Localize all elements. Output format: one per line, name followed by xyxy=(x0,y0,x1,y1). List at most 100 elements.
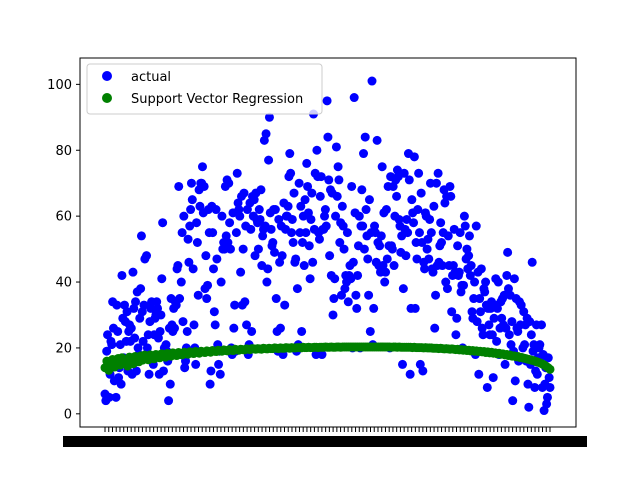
point-actual xyxy=(545,382,555,392)
point-actual xyxy=(346,274,356,284)
plot-frame xyxy=(79,57,577,428)
point-actual xyxy=(188,264,198,274)
point-actual xyxy=(104,392,114,402)
point-actual xyxy=(476,307,485,317)
point-actual xyxy=(507,317,517,327)
point-actual xyxy=(544,373,554,383)
point-actual xyxy=(116,379,126,389)
point-actual xyxy=(523,379,533,389)
point-actual xyxy=(347,181,357,191)
point-actual xyxy=(323,132,333,142)
point-actual xyxy=(271,294,281,304)
point-actual xyxy=(414,168,424,178)
point-actual xyxy=(304,241,314,251)
point-actual xyxy=(426,228,436,238)
point-actual xyxy=(451,330,461,340)
point-actual xyxy=(338,221,348,231)
point-actual xyxy=(299,261,309,271)
point-actual xyxy=(401,251,411,261)
point-actual xyxy=(359,149,369,159)
point-actual xyxy=(157,274,167,284)
point-actual xyxy=(465,270,475,280)
point-actual xyxy=(402,214,412,224)
point-actual xyxy=(146,303,156,313)
point-actual xyxy=(430,323,440,333)
point-actual xyxy=(414,228,424,238)
point-actual xyxy=(182,326,192,336)
point-actual xyxy=(158,218,168,228)
x-tick-labels-overlap-right xyxy=(552,436,587,447)
point-actual xyxy=(324,175,334,185)
point-actual xyxy=(358,221,368,231)
point-actual xyxy=(470,277,480,287)
point-actual xyxy=(364,290,374,300)
point-actual xyxy=(175,294,185,304)
point-actual xyxy=(189,320,199,330)
point-actual xyxy=(535,340,545,350)
point-actual xyxy=(214,359,224,369)
point-actual xyxy=(264,112,274,122)
point-actual xyxy=(453,241,463,251)
point-actual xyxy=(205,379,215,389)
point-actual xyxy=(288,238,298,247)
point-actual xyxy=(210,320,220,330)
point-actual xyxy=(247,326,257,336)
y-axis: 0 20 40 60 80 100 xyxy=(47,78,80,422)
point-actual xyxy=(488,373,498,383)
point-actual xyxy=(161,340,171,350)
point-actual xyxy=(416,188,426,198)
y-tick-label: 40 xyxy=(55,276,72,291)
point-actual xyxy=(286,228,296,238)
point-actual xyxy=(113,326,123,336)
point-actual xyxy=(178,317,188,327)
point-actual xyxy=(203,280,213,290)
point-actual xyxy=(437,261,447,271)
point-actual xyxy=(280,300,290,310)
point-actual xyxy=(337,201,347,211)
point-actual xyxy=(191,359,201,369)
point-actual xyxy=(410,303,420,313)
point-actual xyxy=(136,284,146,294)
legend-label-svr: Support Vector Regression xyxy=(131,92,303,107)
point-actual xyxy=(348,257,358,267)
point-actual xyxy=(412,254,422,264)
point-actual xyxy=(504,330,514,340)
point-actual xyxy=(489,313,499,323)
point-actual xyxy=(353,270,363,280)
point-actual xyxy=(130,333,140,343)
point-actual xyxy=(183,234,193,244)
point-actual xyxy=(186,178,196,188)
point-actual xyxy=(142,343,152,353)
point-actual xyxy=(254,205,264,215)
point-actual xyxy=(307,188,317,198)
point-actual xyxy=(394,214,404,224)
points-layer xyxy=(100,76,555,416)
point-actual xyxy=(174,181,184,191)
point-actual xyxy=(225,244,235,254)
point-actual xyxy=(158,366,168,376)
point-actual xyxy=(454,267,464,277)
point-actual xyxy=(296,201,306,211)
point-actual xyxy=(291,254,301,264)
point-actual xyxy=(258,231,268,241)
point-actual xyxy=(530,382,540,392)
point-actual xyxy=(325,251,335,261)
legend: actual Support Vector Regression xyxy=(86,63,323,115)
point-actual xyxy=(509,274,519,284)
point-actual xyxy=(152,297,162,307)
point-actual xyxy=(464,251,474,261)
point-actual xyxy=(484,320,494,330)
point-actual xyxy=(331,211,341,221)
point-actual xyxy=(398,284,408,294)
x-tick-labels-overlap xyxy=(103,436,552,447)
y-tick-label: 60 xyxy=(55,210,72,225)
point-actual xyxy=(155,326,165,336)
point-actual xyxy=(443,231,453,241)
point-actual xyxy=(133,343,143,353)
point-actual xyxy=(335,238,345,247)
point-actual xyxy=(376,231,386,241)
point-actual xyxy=(475,294,485,304)
point-actual xyxy=(425,214,435,224)
point-actual xyxy=(363,254,373,264)
point-actual xyxy=(476,264,486,274)
